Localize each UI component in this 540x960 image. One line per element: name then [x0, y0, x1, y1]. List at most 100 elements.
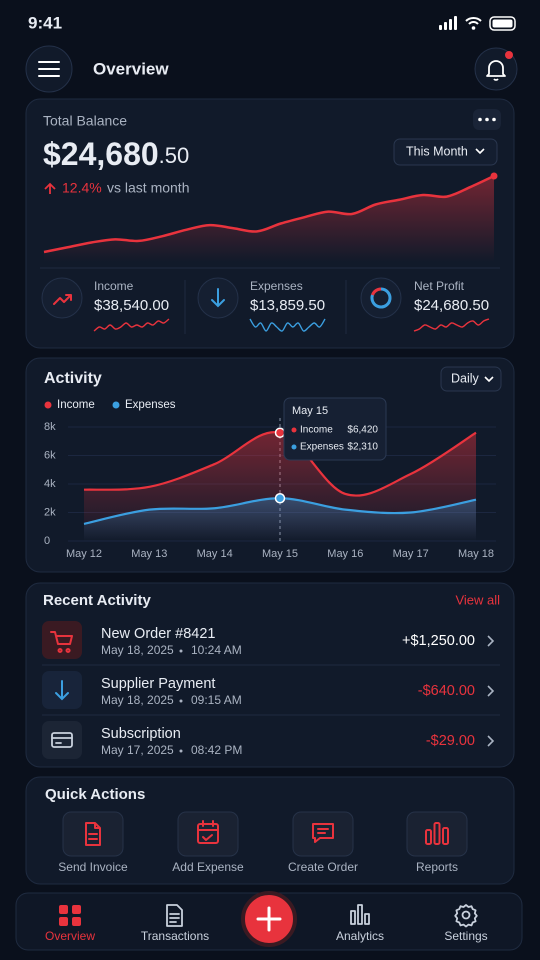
recent-title: Recent Activity: [43, 592, 151, 609]
sparkline: [413, 318, 490, 332]
x-tick-label: May 14: [197, 548, 233, 560]
create-order-icon: [292, 811, 354, 857]
quick-actions-card: [25, 776, 515, 885]
activity-title: Activity: [44, 370, 102, 387]
row-amount: -$29.00: [426, 733, 475, 749]
end-point: [490, 172, 498, 180]
overview-tab-icon: [59, 905, 81, 926]
legend-label: Income: [57, 399, 95, 411]
row-date: May 18, 2025: [101, 643, 174, 657]
subscription-icon: [42, 721, 82, 759]
analytics-tab-icon: [350, 904, 370, 925]
row-title: Subscription: [101, 726, 181, 742]
status-icons: [439, 16, 516, 31]
legend-label: Expenses: [125, 399, 176, 411]
row-time: 10:24 AM: [191, 643, 242, 657]
stat-label: Expenses: [250, 279, 303, 293]
period-dropdown[interactable]: This Month: [393, 138, 498, 166]
nav-label[interactable]: Settings: [444, 929, 487, 943]
chevron: [487, 635, 495, 647]
hover-point: [274, 427, 286, 438]
balance-whole: $24,680: [43, 136, 159, 172]
more-button[interactable]: [473, 109, 501, 130]
x-tick-label: May 17: [393, 548, 429, 560]
nav-labels: Overview Transactions Analytics Settings: [45, 929, 488, 943]
tooltip: [283, 397, 387, 461]
separator-dot: [179, 699, 183, 703]
profit-icon: [360, 277, 402, 319]
quick-action-label[interactable]: Reports: [416, 860, 458, 874]
legend-dot: [112, 401, 120, 409]
nav-label[interactable]: Transactions: [141, 929, 209, 943]
order-icon: [42, 621, 82, 659]
row-amount: +$1,250.00: [402, 633, 475, 649]
tooltip-name: Income: [300, 425, 333, 436]
balance-change: 12.4%: [62, 180, 102, 196]
stats: Income $38,540.00 Expenses $13,859.50 Net Pr…: [93, 279, 490, 332]
stat-value: $13,859.50: [250, 297, 325, 314]
header-title: Overview: [93, 59, 169, 78]
row-title: Supplier Payment: [101, 676, 215, 692]
up-arrow: [44, 182, 56, 194]
row-time: 09:15 AM: [191, 693, 242, 707]
y-tick-label: 8k: [44, 421, 56, 433]
activity-period-label: Daily: [451, 371, 480, 385]
sparkline: [93, 318, 170, 332]
view-all-link[interactable]: View all: [455, 592, 500, 607]
nav-label[interactable]: Analytics: [336, 929, 384, 943]
row-date: May 18, 2025: [101, 693, 174, 707]
y-tick-label: 0: [44, 535, 50, 547]
balance-chart: [43, 172, 498, 262]
tooltip-dot: [291, 444, 297, 450]
recent-card: [25, 582, 515, 768]
status-time: 9:41: [28, 13, 62, 32]
expenses-icon: [197, 277, 239, 319]
chevron: [487, 735, 495, 747]
x-tick-label: May 12: [66, 548, 102, 560]
y-tick-label: 6k: [44, 449, 56, 461]
menu-button[interactable]: [25, 45, 73, 93]
tooltip-value: $2,310: [347, 442, 378, 453]
period-label: This Month: [406, 144, 468, 158]
balance-amount: $24,680.50: [43, 136, 189, 172]
area: [44, 176, 494, 262]
settings-tab-icon: [454, 904, 478, 928]
sparkline: [249, 318, 326, 332]
nav-label[interactable]: Overview: [45, 929, 95, 943]
balance-cents: .50: [159, 143, 190, 168]
row-title: New Order #8421: [101, 626, 215, 642]
quick-action-label[interactable]: Add Expense: [172, 860, 244, 874]
stat-label: Income: [94, 279, 134, 293]
tooltip-name: Expenses: [300, 442, 344, 453]
y-tick-label: 2k: [44, 506, 56, 518]
quick-action-label[interactable]: Create Order: [288, 860, 358, 874]
separator-dot: [179, 749, 183, 753]
add-button[interactable]: [241, 891, 297, 947]
quick-action-label[interactable]: Send Invoice: [58, 860, 128, 874]
transactions-tab-icon: [166, 904, 183, 927]
stat-value: $38,540.00: [94, 297, 169, 314]
quick-action-labels: Send Invoice Add Expense Create Order Repor…: [58, 860, 458, 874]
stat-value: $24,680.50: [414, 297, 489, 314]
separator-dot: [179, 649, 183, 653]
y-tick-label: 4k: [44, 478, 56, 490]
tooltip-dot: [291, 427, 297, 433]
add-expense-icon: [177, 811, 239, 857]
legend-dot: [44, 401, 52, 409]
notifications-button[interactable]: [474, 47, 518, 91]
quick-actions-title: Quick Actions: [45, 786, 145, 803]
balance-label: Total Balance: [43, 113, 127, 129]
tooltip-value: $6,420: [347, 425, 378, 436]
hover-point: [274, 493, 286, 504]
payment-icon: [42, 671, 82, 709]
activity-period-dropdown[interactable]: Daily: [440, 366, 502, 392]
reports-icon: [406, 811, 468, 857]
x-tick-label: May 16: [327, 548, 363, 560]
